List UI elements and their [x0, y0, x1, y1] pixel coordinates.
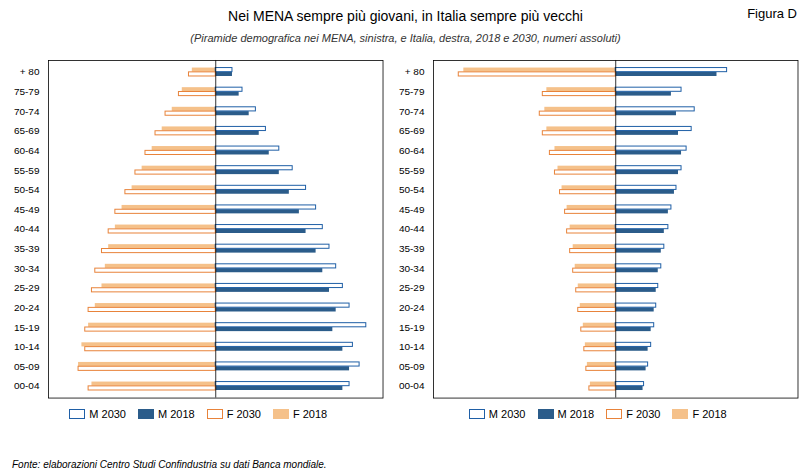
svg-text:65-69: 65-69 [14, 125, 40, 136]
svg-text:+ 80: + 80 [404, 66, 424, 77]
svg-text:15-19: 15-19 [398, 322, 424, 333]
svg-text:00-04: 00-04 [398, 380, 424, 391]
svg-text:75-79: 75-79 [398, 86, 424, 97]
svg-text:65-69: 65-69 [398, 125, 424, 136]
svg-text:35-39: 35-39 [14, 243, 40, 254]
svg-text:40-44: 40-44 [14, 223, 40, 234]
html-text:M 2018: M 2018 [158, 407, 195, 420]
svg-text:15-19: 15-19 [14, 322, 40, 333]
svg-text:45-49: 45-49 [398, 204, 424, 215]
svg-text:30-34: 30-34 [14, 263, 40, 274]
svg-text:05-09: 05-09 [398, 361, 424, 372]
svg-text:75-79: 75-79 [14, 86, 40, 97]
svg-text:25-29: 25-29 [14, 282, 40, 293]
html-text:Nei MENA sempre più giovani, i: Nei MENA sempre più giovani, in Italia s… [228, 8, 583, 24]
svg-text:50-54: 50-54 [14, 184, 40, 195]
svg-text:30-34: 30-34 [398, 263, 424, 274]
svg-text:50-54: 50-54 [398, 184, 424, 195]
html-text:M 2030: M 2030 [89, 407, 126, 420]
svg-text:+ 80: + 80 [20, 66, 40, 77]
html-text:F 2030: F 2030 [226, 407, 261, 420]
html-text:M 2018: M 2018 [557, 407, 595, 420]
html-text:Fonte: elaborazioni Centro Stu: Fonte: elaborazioni Centro Studi Confind… [12, 459, 327, 470]
svg-text:20-24: 20-24 [14, 302, 40, 313]
html-text:M 2030: M 2030 [488, 407, 526, 420]
svg-text:10-14: 10-14 [398, 341, 424, 352]
svg-text:60-64: 60-64 [14, 145, 40, 156]
svg-text:55-59: 55-59 [398, 165, 424, 176]
svg-text:25-29: 25-29 [398, 282, 424, 293]
svg-text:45-49: 45-49 [14, 204, 40, 215]
svg-text:55-59: 55-59 [14, 165, 40, 176]
svg-text:40-44: 40-44 [398, 223, 424, 234]
svg-text:20-24: 20-24 [398, 302, 424, 313]
svg-text:70-74: 70-74 [14, 106, 40, 117]
svg-text:10-14: 10-14 [14, 341, 40, 352]
html-text:Figura D: Figura D [747, 6, 797, 21]
svg-text:70-74: 70-74 [398, 106, 424, 117]
svg-text:00-04: 00-04 [14, 380, 40, 391]
html-text:(Piramide demografica nei MENA: (Piramide demografica nei MENA, sinistra… [190, 32, 621, 44]
html-text:F 2018: F 2018 [293, 407, 328, 420]
svg-text:05-09: 05-09 [14, 361, 40, 372]
svg-text:60-64: 60-64 [398, 145, 424, 156]
html-text:F 2018: F 2018 [692, 407, 727, 420]
svg-text:35-39: 35-39 [398, 243, 424, 254]
html-text:F 2030: F 2030 [626, 407, 661, 420]
